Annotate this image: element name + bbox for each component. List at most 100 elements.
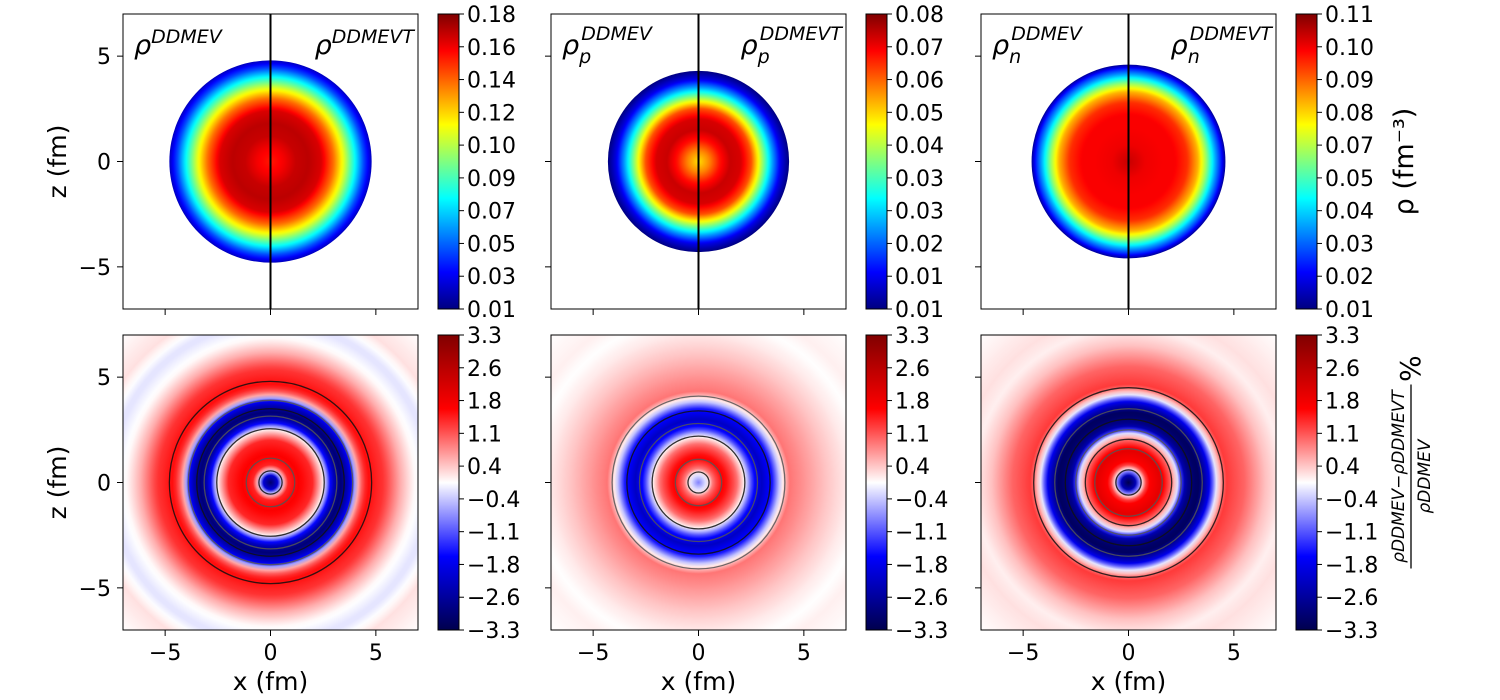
- colorbar-tick-label: −0.4: [1325, 488, 1378, 513]
- x-tick-label: 0: [264, 641, 278, 666]
- colorbar-tick-label: 2.6: [1325, 357, 1360, 382]
- colorbar-tick-label: 1.8: [1325, 390, 1360, 415]
- left-panel-label: ρDDMEV: [134, 26, 224, 61]
- contour-line: [1064, 418, 1193, 547]
- contour-line: [1084, 438, 1173, 527]
- label-rho: ρ: [741, 30, 758, 61]
- contour-line: [626, 410, 771, 555]
- x-tick-label: 0: [1122, 641, 1136, 666]
- colorbar-tick-label: 0.04: [1325, 200, 1374, 225]
- colorbar: [437, 334, 460, 631]
- colorbar-tick-label: 0.03: [1325, 232, 1374, 257]
- label-rho: ρ: [562, 30, 579, 61]
- colorbar-tick-label: 0.03: [895, 200, 944, 225]
- difference-field: [981, 335, 1276, 630]
- contour-line: [245, 457, 296, 508]
- colorbar-tick-label: 0.18: [467, 3, 516, 28]
- colorbar-tick-label: −2.6: [1325, 586, 1378, 611]
- y-tick-label: 5: [97, 45, 111, 70]
- colorbar-tick-label: 1.8: [895, 390, 930, 415]
- difference-colorbar-label: ρDDMEV−ρDDMEVT ρDDMEV%: [1389, 355, 1435, 569]
- label-subscript: p: [578, 46, 591, 68]
- colorbar-tick-label: 3.3: [895, 324, 930, 349]
- label-rho: ρ: [992, 30, 1009, 61]
- y-axis-label: z (fm): [43, 125, 72, 199]
- colorbar-tick-label: 0.03: [467, 265, 516, 290]
- label-rho: ρ: [1171, 30, 1188, 61]
- contour-line: [651, 435, 746, 530]
- left-panel-label: ρnDDMEV: [992, 23, 1084, 68]
- difference-field: [551, 335, 846, 630]
- contour-line: [196, 408, 345, 557]
- y-tick-label: −5: [79, 577, 111, 602]
- colorbar-tick-label: 0.02: [1325, 265, 1374, 290]
- colorbar-tick-label: −1.8: [895, 553, 948, 578]
- colorbar: [437, 13, 460, 310]
- colorbar-tick-label: −2.6: [895, 586, 948, 611]
- colorbar-tick-label: −0.4: [467, 488, 520, 513]
- panel-1-0: [123, 335, 418, 630]
- contour-line: [168, 380, 373, 585]
- x-axis-label: x (fm): [1091, 667, 1166, 696]
- colorbar-tick-label: 2.6: [895, 357, 930, 382]
- colorbar-tick-label: 0.01: [895, 298, 944, 323]
- colorbar-tick-label: 0.02: [895, 232, 944, 257]
- x-axis-label: x (fm): [233, 667, 308, 696]
- label-rho: ρ: [134, 30, 151, 61]
- contour-line: [216, 428, 325, 537]
- colorbar-tick-label: 0.09: [467, 167, 516, 192]
- right-panel-label: ρpDDMEVT: [741, 23, 844, 68]
- contour-line: [187, 399, 354, 566]
- label-denominator: ρDDMEV: [1415, 438, 1435, 513]
- colorbar-tick-label: 1.1: [1325, 422, 1360, 447]
- panel-1-1: [551, 335, 846, 630]
- y-tick-label: 5: [97, 366, 111, 391]
- colorbar-tick-label: 0.4: [467, 455, 502, 480]
- x-tick-label: −5: [149, 641, 181, 666]
- colorbar-tick-label: 0.07: [467, 200, 516, 225]
- x-tick-label: −5: [1007, 641, 1039, 666]
- colorbar-tick-label: 3.3: [467, 324, 502, 349]
- contour-line: [203, 415, 338, 550]
- label-subscript: n: [1009, 46, 1021, 68]
- colorbar-tick-label: 0.12: [467, 101, 516, 126]
- colorbar-tick-label: 0.01: [895, 265, 944, 290]
- colorbar: [865, 13, 888, 310]
- colorbar-tick-label: 0.10: [1325, 36, 1374, 61]
- colorbar-tick-label: 0.03: [895, 167, 944, 192]
- colorbar-tick-label: −1.1: [1325, 521, 1378, 546]
- contour-line: [258, 470, 283, 495]
- x-tick-label: 5: [797, 641, 811, 666]
- x-tick-label: 5: [369, 641, 383, 666]
- right-panel-label: ρDDMEVT: [315, 26, 416, 61]
- label-superscript: DDMEV: [151, 26, 224, 48]
- panel-0-1: [551, 14, 846, 309]
- difference-field: [123, 335, 418, 630]
- panel-0-0: [123, 14, 418, 309]
- colorbar: [1295, 334, 1318, 631]
- y-tick-label: 0: [97, 151, 111, 176]
- colorbar-tick-label: 1.1: [895, 422, 930, 447]
- label-superscript: DDMEVT: [1190, 23, 1274, 45]
- colorbar-tick-label: 2.6: [467, 357, 502, 382]
- x-tick-label: 0: [692, 641, 706, 666]
- colorbar-tick-label: 0.14: [467, 69, 516, 94]
- colorbar-tick-label: −3.3: [467, 619, 520, 644]
- colorbar-tick-label: −1.1: [895, 521, 948, 546]
- colorbar-tick-label: 0.4: [895, 455, 930, 480]
- colorbar-tick-label: 0.04: [895, 134, 944, 159]
- label-superscript: DDMEV: [1011, 23, 1084, 45]
- right-panel-label: ρnDDMEVT: [1171, 23, 1274, 68]
- colorbar-tick-label: −2.6: [467, 586, 520, 611]
- contour-line: [638, 422, 759, 543]
- colorbar-tick-label: 0.11: [1325, 3, 1374, 28]
- contour-line: [1054, 408, 1203, 557]
- colorbar-tick-label: 0.08: [1325, 101, 1374, 126]
- colorbar-tick-label: 0.01: [1325, 298, 1374, 323]
- colorbar-tick-label: 1.8: [467, 390, 502, 415]
- colorbar-tick-label: 0.06: [895, 69, 944, 94]
- colorbar-tick-label: −3.3: [895, 619, 948, 644]
- contour-line: [674, 458, 723, 507]
- label-superscript: DDMEVT: [332, 26, 416, 48]
- left-panel-label: ρpDDMEV: [562, 23, 654, 68]
